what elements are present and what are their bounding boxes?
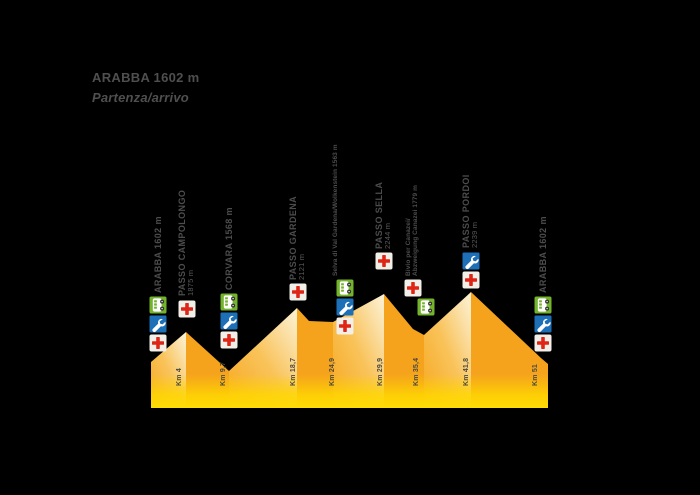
shuttle-bus-icon xyxy=(417,298,435,316)
first-aid-icon xyxy=(149,334,167,352)
baseline-glow xyxy=(151,374,548,408)
waypoint-label: Selva di Val Gardena/Wolkenstein 1563 m xyxy=(331,144,339,276)
first-aid-icon xyxy=(336,317,354,335)
first-aid-icon xyxy=(220,331,238,349)
waypoint-label: 1875 m xyxy=(186,269,195,296)
waypoint-label: Abzweigung Canazei 1779 m xyxy=(412,185,419,276)
first-aid-icon xyxy=(462,271,480,289)
first-aid-icon xyxy=(534,334,552,352)
km-marker: Km 9,7 xyxy=(220,361,227,386)
km-marker: Km 51 xyxy=(532,363,539,386)
km-marker: Km 18,7 xyxy=(290,357,297,386)
mountain-silhouette xyxy=(151,292,548,408)
first-aid-icon xyxy=(404,279,422,297)
mechanic-service-icon xyxy=(336,298,354,316)
km-marker: Km 41,8 xyxy=(463,357,470,386)
km-marker: Km 4 xyxy=(176,368,183,386)
first-aid-icon xyxy=(375,252,393,270)
shuttle-bus-icon xyxy=(336,279,354,297)
waypoint-label: ARABBA 1602 m xyxy=(537,216,548,293)
waypoint-label: ARABBA 1602 m xyxy=(152,216,163,293)
waypoint-label: CORVARA 1568 m xyxy=(223,207,234,290)
waypoint-label: 2239 m xyxy=(470,221,479,248)
page-subtitle: Partenza/arrivo xyxy=(92,90,189,105)
shuttle-bus-icon xyxy=(149,296,167,314)
page-title: ARABBA 1602 m xyxy=(92,70,200,85)
waypoint-label: 2244 m xyxy=(383,222,392,249)
mechanic-service-icon xyxy=(220,312,238,330)
first-aid-icon xyxy=(289,283,307,301)
km-marker: Km 29,9 xyxy=(377,357,384,386)
mechanic-service-icon xyxy=(149,315,167,333)
first-aid-icon xyxy=(178,300,196,318)
waypoint-label: 2121 m xyxy=(297,253,306,280)
mechanic-service-icon xyxy=(534,315,552,333)
km-marker: Km 35,4 xyxy=(413,357,420,386)
shuttle-bus-icon xyxy=(534,296,552,314)
mechanic-service-icon xyxy=(462,252,480,270)
shuttle-bus-icon xyxy=(220,293,238,311)
km-marker: Km 24,9 xyxy=(329,357,336,386)
